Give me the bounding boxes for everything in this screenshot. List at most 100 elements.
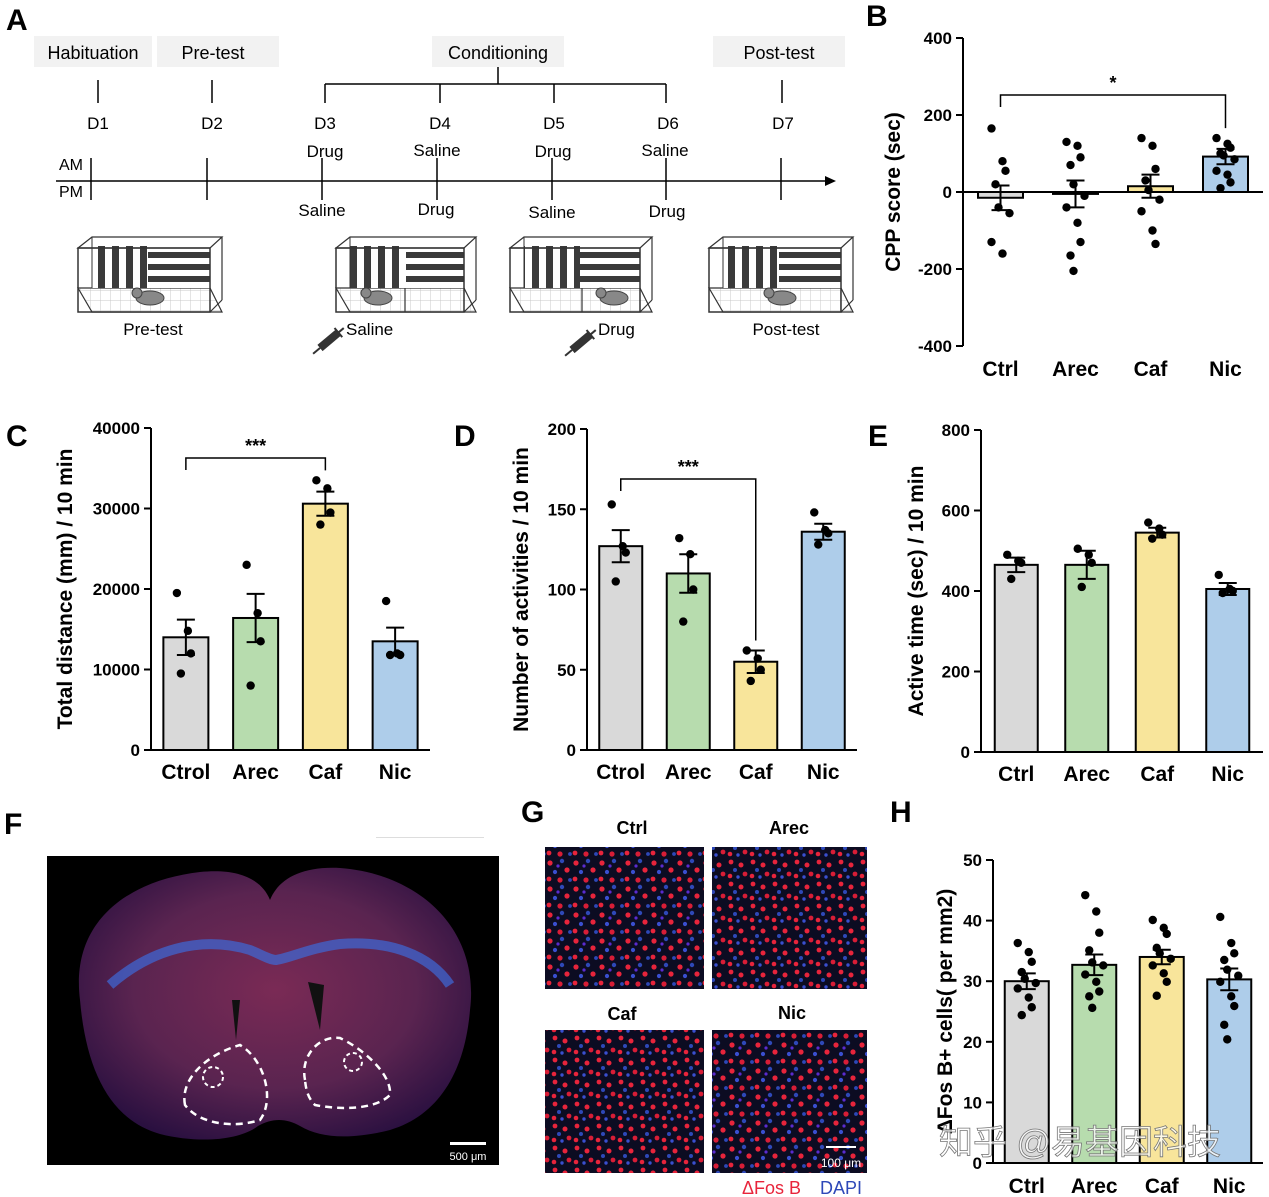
x-category-label: Caf: [1140, 763, 1175, 786]
bar-caf: [1134, 531, 1180, 754]
y-tick-label: 0: [131, 741, 140, 760]
data-point: [1020, 974, 1029, 983]
data-point: [1216, 912, 1225, 922]
bar-nic: [800, 530, 846, 751]
data-point: [256, 637, 265, 646]
y-tick-label: 50: [557, 661, 576, 680]
data-point: [1166, 954, 1175, 963]
data-point: [1095, 928, 1104, 937]
cpp-box-pretest: Pre-test: [76, 236, 224, 339]
data-point: [1216, 183, 1225, 193]
bar-arec: [1064, 563, 1110, 754]
data-point: [679, 617, 688, 626]
g-title: Arec: [769, 818, 809, 838]
x-category-label: Arec: [1052, 358, 1099, 381]
data-point: [242, 560, 251, 570]
panel-e-label: E: [868, 420, 888, 453]
box-caption: Saline: [346, 320, 393, 339]
significance-bracket: [185, 457, 327, 471]
data-point: [1066, 160, 1075, 170]
watermark: 知乎 @易基因科技: [939, 1124, 1221, 1162]
panel-f-label: F: [4, 808, 22, 841]
data-point: [1017, 1010, 1026, 1020]
day-label: D4: [429, 114, 451, 133]
am-treatment: Drug: [307, 142, 344, 161]
data-point: [618, 541, 627, 551]
data-point: [1031, 978, 1040, 988]
data-point: [1007, 574, 1016, 584]
ventricle-right: [308, 982, 324, 1030]
nac-core-right: [343, 1052, 363, 1072]
panel-f-top-rule: [376, 837, 484, 838]
data-point: [395, 650, 405, 660]
data-point: [1159, 969, 1168, 978]
data-point: [1069, 266, 1078, 276]
panel-h-label: H: [890, 796, 912, 829]
data-point: [323, 484, 332, 493]
box-caption: Pre-test: [123, 320, 183, 339]
data-point: [1092, 907, 1101, 916]
g-scalebar: [826, 1146, 856, 1148]
data-point: [246, 681, 255, 690]
x-category-label: Caf: [1134, 358, 1169, 381]
panel-e-chart: 0 200 400 600 800 Ctrl Arec Caf Nic Active time (…: [905, 421, 1263, 786]
significance-label: ***: [245, 436, 266, 456]
panel-d-label: D: [454, 420, 476, 453]
data-point: [1234, 971, 1243, 980]
data-point: [1088, 1003, 1097, 1013]
data-point: [1099, 961, 1108, 970]
data-point: [1062, 203, 1071, 212]
significance-label: ***: [678, 457, 699, 477]
bar-caf: [1138, 955, 1185, 1165]
data-point: [1158, 530, 1167, 539]
data-point: [253, 608, 262, 618]
pm-treatment: Drug: [649, 202, 686, 221]
day-label: D2: [201, 114, 223, 133]
y-tick-label: 10: [963, 1093, 982, 1112]
data-point: [1092, 977, 1101, 987]
data-point: [1027, 957, 1036, 967]
data-point: [991, 180, 1000, 189]
data-point: [1223, 1035, 1232, 1044]
data-point: [1081, 970, 1090, 979]
conditioning-label: Conditioning: [448, 43, 548, 63]
x-category-label: Nic: [1209, 358, 1242, 381]
data-point: [1073, 544, 1082, 553]
bar-nic: [371, 640, 419, 752]
micrograph-caf: [545, 1030, 704, 1173]
y-tick-label: 50: [963, 851, 982, 870]
pm-treatment: Drug: [418, 200, 455, 219]
panel-b-chart: -400 -200 0 200 400 Ctrl Arec Caf Nic CPP score (…: [882, 29, 1263, 381]
data-point: [1077, 582, 1086, 592]
x-category-label: Caf: [308, 761, 343, 784]
corpus-callosum: [106, 938, 455, 989]
data-point: [1151, 164, 1160, 174]
data-point: [1005, 208, 1014, 218]
bar-caf: [301, 502, 349, 752]
data-point: [621, 548, 630, 557]
pretest-bg: [157, 36, 279, 67]
data-point: [1162, 977, 1171, 987]
x-category-label: Ctrol: [161, 761, 210, 784]
cpp-box-drug: Drug: [508, 236, 654, 357]
data-point: [1155, 195, 1164, 204]
data-point: [1148, 141, 1157, 150]
data-point: [1151, 239, 1160, 249]
syringe-icon: [564, 329, 597, 357]
significance-bracket: [999, 94, 1227, 129]
am-treatment: Saline: [413, 141, 460, 160]
data-point: [686, 549, 695, 559]
panel-a-label: A: [6, 4, 28, 37]
x-category-label: Ctrl: [1009, 1175, 1045, 1197]
data-point: [176, 669, 186, 678]
significance-label: *: [1109, 73, 1116, 93]
habituation-label: Habituation: [47, 43, 138, 63]
x-category-label: Caf: [1145, 1175, 1180, 1197]
y-axis-label: Number of activities / 10 min: [510, 447, 533, 732]
data-point: [824, 529, 833, 538]
data-point: [1069, 180, 1078, 189]
data-point: [312, 476, 321, 485]
data-point: [1062, 137, 1071, 147]
legend-dapi: DAPI: [820, 1178, 862, 1197]
